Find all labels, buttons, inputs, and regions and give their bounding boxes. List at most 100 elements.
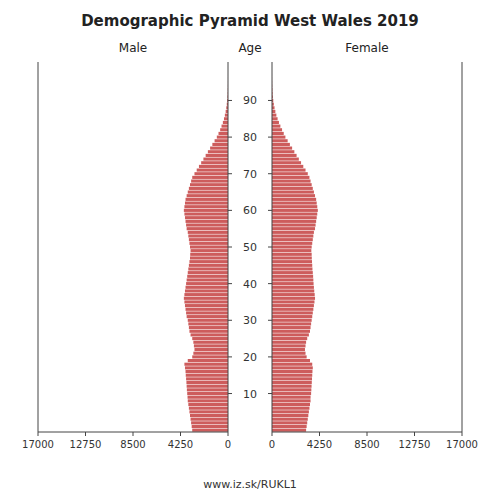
bar bbox=[272, 201, 317, 204]
y-tick bbox=[268, 137, 272, 138]
bar bbox=[184, 297, 228, 300]
bar bbox=[185, 304, 228, 307]
bar bbox=[272, 187, 313, 190]
bar bbox=[201, 161, 228, 164]
y-tick-label: 20 bbox=[243, 351, 257, 364]
bar bbox=[272, 231, 314, 234]
bar bbox=[194, 172, 228, 175]
y-tick-label: 10 bbox=[243, 388, 257, 401]
bar bbox=[189, 410, 228, 413]
bar bbox=[272, 169, 306, 172]
bar bbox=[272, 117, 278, 120]
bar bbox=[188, 231, 228, 234]
bar bbox=[217, 136, 228, 139]
y-tick-label: 30 bbox=[243, 314, 257, 327]
bar bbox=[272, 293, 315, 296]
bar bbox=[272, 300, 314, 303]
bar bbox=[193, 341, 228, 344]
bar bbox=[272, 381, 312, 384]
footer: www.iz.sk/RUKL1 bbox=[203, 478, 297, 491]
panel-title: Female bbox=[345, 41, 388, 55]
y-tick bbox=[268, 320, 272, 321]
bar bbox=[185, 201, 228, 204]
bar bbox=[212, 143, 228, 146]
bar bbox=[186, 381, 228, 384]
bar bbox=[188, 267, 228, 270]
bar bbox=[189, 260, 228, 263]
bar bbox=[191, 421, 228, 424]
bar bbox=[187, 388, 228, 391]
x-tick-label: 8500 bbox=[354, 439, 379, 450]
bar bbox=[272, 322, 311, 325]
bar bbox=[272, 330, 310, 333]
bar bbox=[272, 326, 311, 329]
bar bbox=[184, 209, 228, 212]
bar bbox=[272, 396, 311, 399]
bar bbox=[272, 385, 312, 388]
bar bbox=[187, 385, 228, 388]
x-tick-label: 12750 bbox=[70, 439, 102, 450]
bar bbox=[184, 205, 228, 208]
bar bbox=[272, 352, 306, 355]
bar bbox=[272, 136, 285, 139]
bar bbox=[192, 337, 228, 340]
bar bbox=[272, 348, 305, 351]
y-axis-line bbox=[38, 62, 39, 432]
y-tick bbox=[228, 210, 232, 211]
bar bbox=[272, 260, 312, 263]
bar bbox=[272, 194, 315, 197]
bar bbox=[272, 180, 311, 183]
bar bbox=[190, 414, 228, 417]
bar bbox=[190, 256, 228, 259]
y-tick bbox=[228, 356, 232, 357]
bar bbox=[206, 154, 228, 157]
bar bbox=[188, 399, 228, 402]
bar bbox=[186, 370, 228, 373]
bar bbox=[190, 245, 228, 248]
bar bbox=[272, 223, 316, 226]
bar bbox=[186, 308, 228, 311]
bar bbox=[188, 322, 228, 325]
y-tick bbox=[228, 100, 232, 101]
bar bbox=[193, 352, 228, 355]
bar bbox=[272, 132, 284, 135]
bar bbox=[191, 249, 228, 252]
bar bbox=[272, 198, 316, 201]
y-tick bbox=[228, 320, 232, 321]
bar bbox=[272, 374, 312, 377]
bar bbox=[190, 183, 228, 186]
y-tick bbox=[268, 210, 272, 211]
bar bbox=[224, 117, 228, 120]
bar bbox=[188, 190, 228, 193]
bar bbox=[272, 388, 311, 391]
bar bbox=[272, 341, 306, 344]
bar bbox=[272, 183, 312, 186]
bar bbox=[215, 139, 228, 142]
bar bbox=[189, 187, 228, 190]
y-axis-line bbox=[462, 62, 463, 432]
bar bbox=[210, 147, 228, 150]
x-tick bbox=[462, 432, 463, 436]
bar bbox=[272, 297, 315, 300]
bar bbox=[190, 253, 228, 256]
bar bbox=[222, 125, 228, 128]
bar bbox=[186, 282, 228, 285]
bar bbox=[186, 220, 228, 223]
bar bbox=[191, 180, 228, 183]
y-tick-label: 90 bbox=[243, 94, 257, 107]
bar bbox=[272, 366, 313, 369]
bar bbox=[272, 421, 307, 424]
bar bbox=[188, 359, 228, 362]
bar bbox=[272, 238, 313, 241]
bar bbox=[272, 253, 312, 256]
x-tick bbox=[133, 432, 134, 436]
bar bbox=[272, 418, 308, 421]
bar bbox=[272, 355, 307, 358]
bar bbox=[272, 359, 310, 362]
bar bbox=[272, 410, 309, 413]
bar bbox=[188, 319, 228, 322]
bar bbox=[197, 169, 228, 172]
x-tick-label: 17000 bbox=[446, 439, 478, 450]
bar bbox=[272, 220, 316, 223]
bar bbox=[272, 407, 309, 410]
